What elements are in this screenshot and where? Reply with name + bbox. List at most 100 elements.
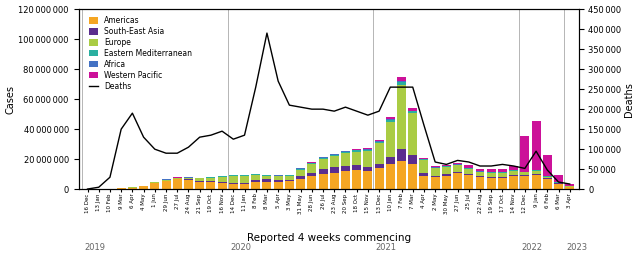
- Deaths: [84, 187, 92, 191]
- Bar: [543, 178, 552, 179]
- Bar: [330, 167, 339, 173]
- Bar: [364, 151, 372, 167]
- Bar: [184, 179, 193, 180]
- Bar: [218, 177, 227, 182]
- Bar: [532, 174, 541, 175]
- Deaths: [319, 108, 327, 111]
- Bar: [408, 164, 417, 189]
- Bar: [307, 165, 316, 173]
- Deaths: [285, 104, 293, 107]
- Bar: [352, 152, 361, 165]
- Bar: [364, 150, 372, 151]
- Bar: [464, 167, 474, 168]
- Bar: [464, 169, 474, 174]
- Bar: [319, 174, 328, 189]
- Bar: [352, 150, 361, 151]
- Bar: [184, 177, 193, 178]
- Bar: [206, 181, 216, 183]
- Bar: [476, 169, 484, 171]
- Text: 2022: 2022: [522, 243, 543, 252]
- Bar: [397, 82, 406, 85]
- Bar: [476, 172, 484, 176]
- Bar: [173, 178, 182, 179]
- Bar: [498, 177, 507, 178]
- Deaths: [499, 163, 506, 166]
- Bar: [453, 172, 462, 174]
- Bar: [374, 143, 383, 165]
- Deaths: [151, 148, 159, 151]
- Deaths: [476, 164, 484, 167]
- Bar: [330, 173, 339, 189]
- Deaths: [510, 164, 518, 167]
- Bar: [319, 159, 328, 169]
- Deaths: [465, 160, 472, 164]
- Bar: [442, 166, 451, 167]
- Bar: [173, 179, 182, 189]
- Bar: [464, 174, 474, 175]
- Bar: [195, 182, 204, 189]
- Deaths: [431, 160, 439, 164]
- Bar: [408, 113, 417, 156]
- Bar: [285, 181, 294, 189]
- Deaths: [117, 127, 125, 131]
- Deaths: [218, 130, 226, 133]
- Deaths: [275, 80, 282, 83]
- Deaths: [330, 109, 338, 113]
- Bar: [442, 174, 451, 176]
- Bar: [352, 165, 361, 170]
- Bar: [543, 179, 552, 189]
- Bar: [520, 176, 529, 189]
- Bar: [565, 186, 574, 187]
- Bar: [431, 167, 440, 168]
- Bar: [532, 121, 541, 170]
- Deaths: [387, 86, 394, 89]
- Text: 2020: 2020: [230, 243, 251, 252]
- Bar: [431, 176, 440, 177]
- Bar: [252, 180, 260, 183]
- Bar: [330, 154, 339, 155]
- Bar: [543, 177, 552, 178]
- Bar: [330, 155, 339, 156]
- Bar: [498, 173, 507, 177]
- Deaths: [196, 136, 204, 139]
- Bar: [374, 140, 383, 141]
- Deaths: [297, 105, 305, 109]
- Deaths: [397, 86, 405, 89]
- Bar: [229, 175, 238, 176]
- Deaths: [342, 105, 349, 109]
- Bar: [431, 166, 440, 167]
- Deaths: [106, 176, 114, 179]
- Bar: [364, 149, 372, 150]
- Bar: [341, 171, 350, 189]
- Bar: [397, 161, 406, 189]
- Bar: [262, 182, 271, 189]
- Bar: [364, 171, 372, 189]
- Bar: [397, 85, 406, 149]
- Bar: [509, 175, 518, 176]
- Bar: [386, 120, 395, 122]
- Bar: [262, 179, 271, 182]
- Bar: [408, 111, 417, 113]
- Deaths: [442, 163, 450, 166]
- Bar: [408, 108, 417, 111]
- Bar: [464, 175, 474, 189]
- Bar: [307, 173, 316, 176]
- Bar: [262, 176, 271, 179]
- Text: 2019: 2019: [84, 243, 105, 252]
- Deaths: [353, 109, 360, 113]
- Deaths: [95, 186, 102, 189]
- Bar: [532, 171, 541, 174]
- Bar: [330, 156, 339, 167]
- Bar: [419, 158, 428, 159]
- Bar: [296, 176, 305, 179]
- Y-axis label: Cases: Cases: [6, 85, 15, 114]
- Bar: [285, 175, 294, 176]
- Bar: [206, 183, 216, 189]
- Bar: [319, 169, 328, 174]
- Bar: [487, 169, 496, 172]
- Bar: [453, 164, 462, 165]
- Bar: [509, 170, 518, 171]
- Bar: [532, 175, 541, 189]
- Bar: [453, 165, 462, 172]
- Legend: Americas, South-East Asia, Europe, Eastern Mediterranean, Africa, Western Pacifi: Americas, South-East Asia, Europe, Easte…: [88, 15, 194, 92]
